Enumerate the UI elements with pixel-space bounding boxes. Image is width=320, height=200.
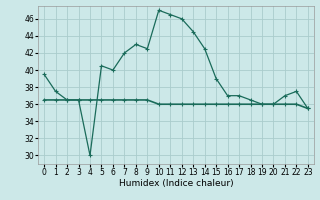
X-axis label: Humidex (Indice chaleur): Humidex (Indice chaleur) bbox=[119, 179, 233, 188]
